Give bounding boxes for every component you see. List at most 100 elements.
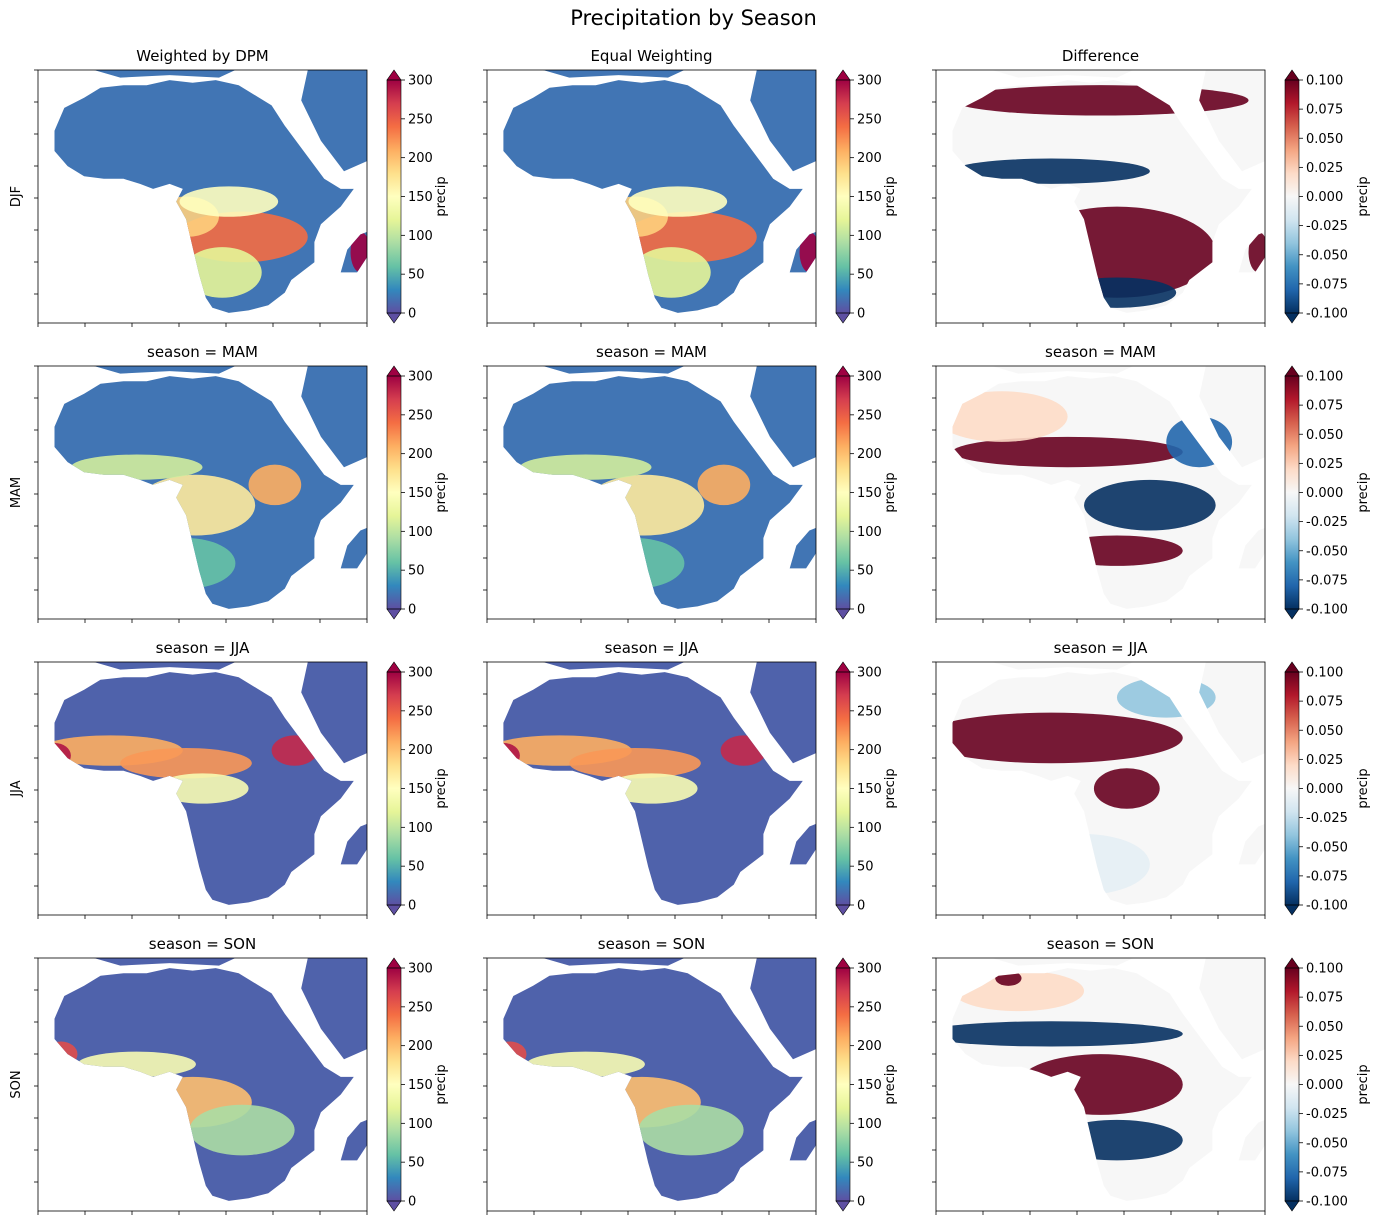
colorbar-tick-label: 0 xyxy=(408,307,416,322)
colorbar-tick-label: 100 xyxy=(857,525,882,540)
colorbar-tick-label: 200 xyxy=(408,1039,433,1054)
field-region xyxy=(952,158,1150,184)
colorbar-tick-label: 0.025 xyxy=(1306,753,1343,768)
field-region xyxy=(1084,479,1216,531)
field-region xyxy=(952,1021,1183,1047)
colorbar-tick-label: 250 xyxy=(408,704,433,719)
colorbar-tick-label: 300 xyxy=(408,370,433,385)
colorbar-tick-label: 100 xyxy=(408,229,433,244)
colorbar xyxy=(387,968,401,1201)
axes-frame xyxy=(37,661,368,916)
colorbar-label: precip xyxy=(434,472,449,512)
colorbar-tick-label: 50 xyxy=(408,268,425,283)
colorbar xyxy=(1285,80,1299,313)
colorbar-tick-label: 0 xyxy=(857,307,865,322)
colorbar-tick-label: 200 xyxy=(857,151,882,166)
colorbar-extend-max xyxy=(1284,957,1300,969)
axes-frame xyxy=(486,957,817,1212)
colorbar xyxy=(387,672,401,905)
colorbar-label: precip xyxy=(883,1064,898,1104)
colorbar xyxy=(1285,376,1299,609)
field-region xyxy=(697,464,751,506)
colorbar xyxy=(1285,968,1299,1201)
axes-frame xyxy=(935,365,1266,620)
panel-title: season = SON xyxy=(598,935,705,953)
panel-title: Equal Weighting xyxy=(590,47,712,65)
axes-frame xyxy=(486,365,817,620)
colorbar-tick-label: 0 xyxy=(408,899,416,914)
colorbar-tick-label: 250 xyxy=(857,1000,882,1015)
colorbar-extend-min xyxy=(835,608,851,620)
colorbar-extend-max xyxy=(1284,69,1300,81)
colorbar-label: precip xyxy=(434,1064,449,1104)
colorbar-tick-label: 0.075 xyxy=(1306,103,1343,118)
colorbar-label: precip xyxy=(434,768,449,808)
colorbar-tick-label: 0.100 xyxy=(1306,370,1343,385)
panel-title: season = MAM xyxy=(596,343,707,361)
figure-title: Precipitation by Season xyxy=(570,6,817,30)
field-region xyxy=(995,970,1022,986)
field-region xyxy=(156,773,249,804)
colorbar-tick-label: 0 xyxy=(857,1195,865,1210)
field-region xyxy=(519,454,652,480)
colorbar-tick-label: 250 xyxy=(857,704,882,719)
colorbar-tick-label: 150 xyxy=(857,1078,882,1093)
colorbar-tick-label: -0.025 xyxy=(1306,1107,1348,1122)
map-field xyxy=(54,662,367,905)
colorbar-extend-min xyxy=(835,904,851,916)
colorbar-label: precip xyxy=(883,176,898,216)
colorbar-tick-label: -0.100 xyxy=(1306,603,1348,618)
colorbar-tick-label: 150 xyxy=(408,190,433,205)
colorbar-tick-label: -0.100 xyxy=(1306,899,1348,914)
colorbar-tick-label: 250 xyxy=(857,112,882,127)
map-field xyxy=(54,366,367,609)
colorbar-tick-label: 250 xyxy=(408,408,433,423)
field-region xyxy=(1166,416,1233,468)
field-region xyxy=(179,186,279,217)
axes-frame xyxy=(935,957,1266,1212)
colorbar-tick-label: 50 xyxy=(857,1156,874,1171)
colorbar-label: precip xyxy=(883,768,898,808)
field-region xyxy=(631,247,711,298)
colorbar xyxy=(387,376,401,609)
colorbar-tick-label: 0 xyxy=(408,1195,416,1210)
colorbar-tick-label: 50 xyxy=(857,860,874,875)
colorbar-tick-label: -0.075 xyxy=(1306,869,1348,884)
colorbar-tick-label: -0.025 xyxy=(1306,811,1348,826)
colorbar-tick-label: 50 xyxy=(408,860,425,875)
colorbar-tick-label: 0.075 xyxy=(1306,399,1343,414)
colorbar-tick-label: -0.025 xyxy=(1306,219,1348,234)
colorbar-tick-label: 0.075 xyxy=(1306,695,1343,710)
colorbar-extend-max xyxy=(835,69,851,81)
field-region xyxy=(720,735,767,766)
colorbar-tick-label: 0.000 xyxy=(1306,1078,1343,1093)
colorbar-tick-label: -0.075 xyxy=(1306,277,1348,292)
field-region xyxy=(248,464,302,506)
field-region xyxy=(271,735,318,766)
field-region xyxy=(952,712,1183,764)
map-field xyxy=(503,662,816,905)
panel-title: season = JJA xyxy=(1054,639,1148,657)
colorbar-tick-label: 150 xyxy=(857,486,882,501)
colorbar-tick-label: 0.000 xyxy=(1306,486,1343,501)
field-region xyxy=(1018,834,1150,895)
field-region xyxy=(70,454,203,480)
colorbar-extend-min xyxy=(386,904,402,916)
field-region xyxy=(526,1051,645,1077)
colorbar-tick-label: 200 xyxy=(408,151,433,166)
colorbar-extend-max xyxy=(1284,365,1300,377)
field-region xyxy=(585,538,685,589)
map-field xyxy=(952,958,1265,1201)
colorbar-label: precip xyxy=(1356,176,1371,216)
row-label: JJA xyxy=(9,780,24,797)
field-region xyxy=(1116,677,1216,718)
row-label: SON xyxy=(9,1070,24,1098)
colorbar-tick-label: -0.100 xyxy=(1306,307,1348,322)
row-label: MAM xyxy=(9,477,24,508)
colorbar-tick-label: -0.075 xyxy=(1306,1165,1348,1180)
colorbar-tick-label: 150 xyxy=(408,1078,433,1093)
field-region xyxy=(1018,1054,1183,1115)
field-region xyxy=(136,474,256,536)
colorbar-tick-label: 0.100 xyxy=(1306,666,1343,681)
colorbar-tick-label: 0.050 xyxy=(1306,428,1343,443)
